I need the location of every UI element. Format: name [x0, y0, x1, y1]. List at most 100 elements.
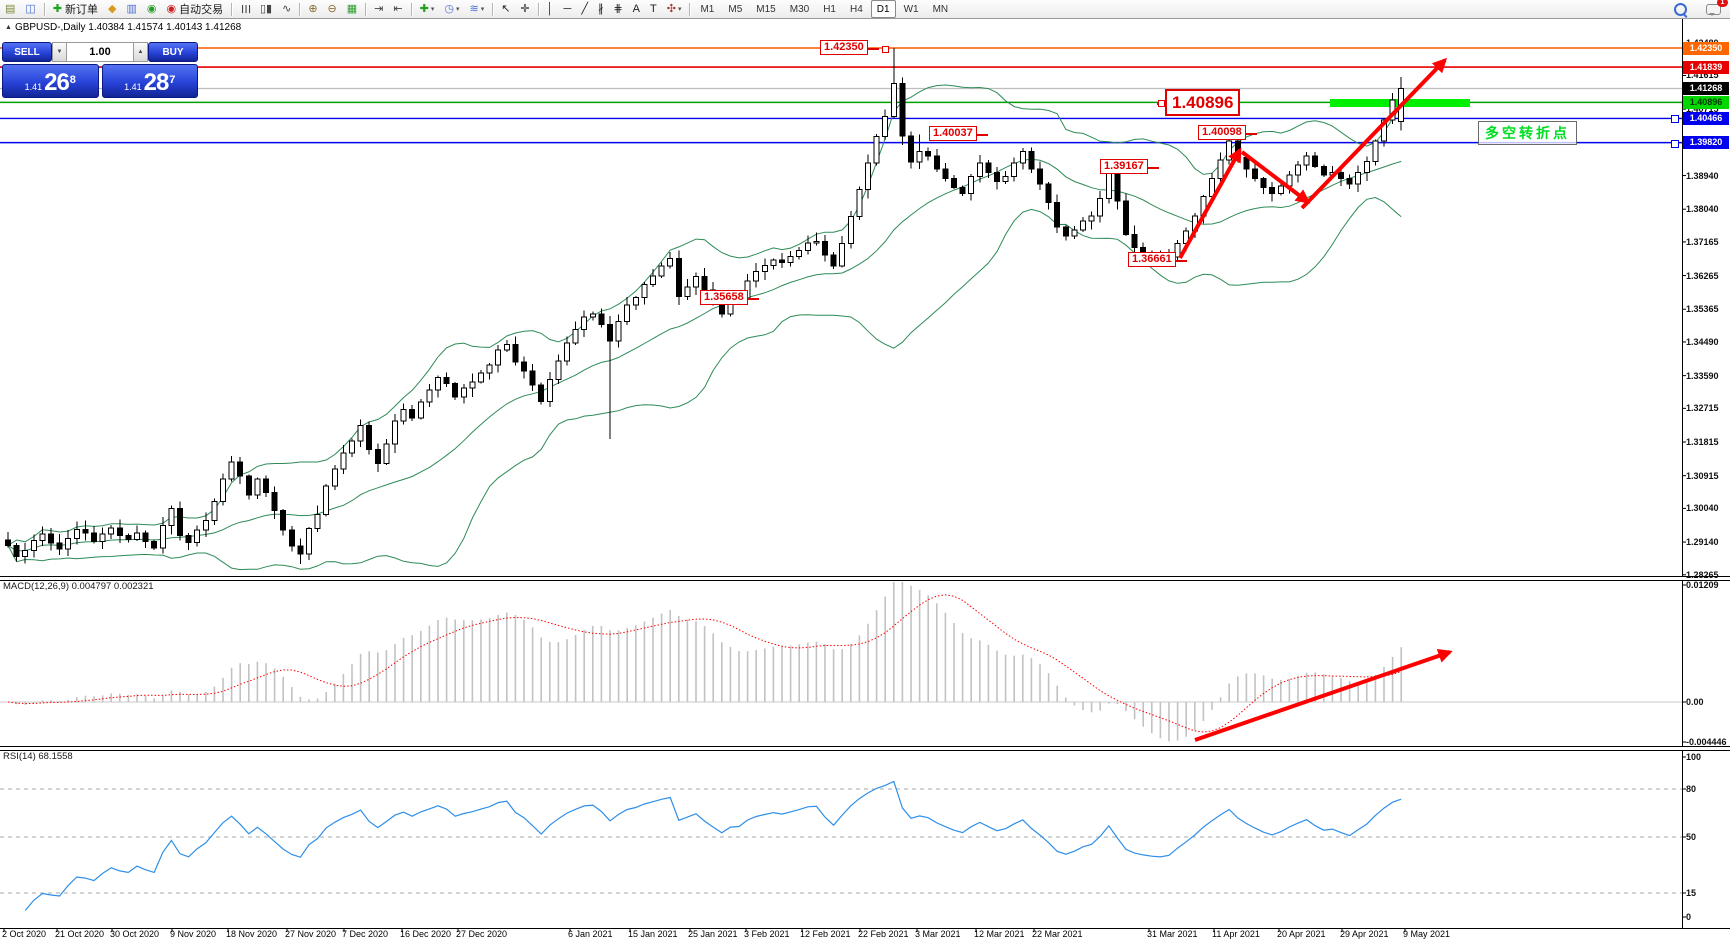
trend-arrow-2[interactable]: [1240, 150, 1311, 204]
sell-price-display[interactable]: 1.41 26 8: [2, 64, 99, 98]
timeframe-button-h4[interactable]: H4: [849, 3, 863, 15]
broadcast-icon[interactable]: ◉: [143, 0, 161, 18]
indicators-menu-button[interactable]: ✚ ▾: [416, 0, 439, 18]
timeframe-button-m5[interactable]: M5: [728, 3, 743, 15]
trendline-icon[interactable]: ╱: [577, 0, 592, 18]
time-axis-label: 9 Nov 2020: [170, 929, 217, 939]
time-axis[interactable]: 2 Oct 2020 21 Oct 2020 30 Oct 2020 9 Nov 20…: [0, 929, 1730, 939]
auto-trading-button[interactable]: ◉ 自动交易: [163, 0, 228, 18]
object-anchor[interactable]: [1158, 100, 1165, 107]
trend-arrow-4[interactable]: [1194, 648, 1453, 742]
eraser-icon[interactable]: ◆: [104, 0, 120, 18]
periods-menu-button: ◷: [444, 3, 454, 15]
timeframe-button-m1[interactable]: M1: [700, 3, 715, 15]
line-handle[interactable]: [1671, 115, 1679, 124]
periods-menu-button[interactable]: ◷ ▾: [440, 0, 463, 18]
chevron-down-icon: ▾: [455, 6, 460, 13]
time-axis-border: [0, 928, 1730, 929]
timeframe-button-m15[interactable]: M15: [756, 3, 776, 15]
vertical-line-icon[interactable]: │: [543, 0, 558, 18]
volume-decrease-button[interactable]: ▼: [52, 42, 67, 62]
volume-increase-button[interactable]: ▲: [133, 42, 148, 62]
price-callout-1.36661[interactable]: 1.36661: [1128, 252, 1187, 267]
price-callout-1.42350[interactable]: 1.42350: [820, 40, 879, 55]
crosshair-icon: ✛: [520, 3, 530, 15]
chevron-down-icon: ▾: [430, 6, 435, 13]
price-callout-1.40896[interactable]: 1.40896: [1157, 89, 1241, 116]
text-label-icon[interactable]: T: [646, 0, 661, 18]
price-tick: 1.28265: [1686, 569, 1719, 580]
zoom-in-icon[interactable]: ⊕: [304, 0, 321, 18]
equidistant-channel-icon[interactable]: ∦: [594, 0, 608, 18]
price-axis-border: [1682, 18, 1683, 928]
price-badge-1.40466: 1.40466: [1683, 111, 1729, 125]
profiles-icon[interactable]: ◫: [21, 0, 39, 18]
text-icon[interactable]: A: [629, 0, 644, 18]
horizontal-line-icon[interactable]: ─: [560, 0, 576, 18]
time-axis-label: 27 Nov 2020: [285, 929, 337, 939]
callout-connector: [976, 133, 988, 136]
time-axis-label: 22 Mar 2021: [1032, 929, 1083, 939]
bollinger-lower-band: [7, 196, 1402, 571]
fibonacci-icon: ⋕: [613, 3, 623, 15]
timeframe-button-m30[interactable]: M30: [789, 3, 810, 15]
toolbar-separator: [410, 2, 412, 16]
time-axis-label: 21 Oct 2020: [55, 929, 105, 939]
collapse-icon[interactable]: ▲: [5, 24, 12, 31]
rsi-axis-tick: 0: [1686, 912, 1692, 922]
price-callout-1.40098[interactable]: 1.40098: [1198, 125, 1257, 140]
auto-scroll-icon[interactable]: ⇥: [370, 0, 387, 18]
zoom-out-icon[interactable]: ⊖: [324, 0, 341, 18]
notifications-button[interactable]: 1: [1702, 0, 1728, 18]
price-axis[interactable]: 1.424801.416151.407151.398201.389401.380…: [1683, 0, 1730, 928]
trend-arrow-3[interactable]: [1300, 57, 1448, 210]
chevron-down-icon: ▾: [677, 6, 682, 13]
time-axis-label: 20 Apr 2021: [1277, 929, 1326, 939]
timeframe-button-d1[interactable]: D1: [870, 0, 896, 18]
new-order-button[interactable]: ✚ 新订单: [49, 0, 102, 18]
timeframe-button-w1[interactable]: W1: [903, 3, 919, 15]
price-callout-1.39167[interactable]: 1.39167: [1100, 159, 1159, 174]
candlestick-mode-icon[interactable]: ▯▮: [256, 0, 276, 18]
trend-arrow-1[interactable]: [1178, 147, 1242, 259]
time-axis-label: 11 Apr 2021: [1212, 929, 1260, 939]
buy-button[interactable]: BUY: [148, 42, 198, 62]
crosshair-icon[interactable]: ✛: [516, 0, 533, 18]
line-handle[interactable]: [1671, 139, 1679, 148]
toolbar-separator: [231, 2, 233, 16]
line-chart-mode-icon[interactable]: ∿: [278, 0, 295, 18]
sell-button[interactable]: SELL: [2, 42, 52, 62]
bar-chart-mode-icon[interactable]: ☰: [236, 0, 254, 18]
broadcast-icon: ◉: [146, 3, 157, 15]
callout-connector: [867, 47, 879, 50]
price-callout-1.40037[interactable]: 1.40037: [929, 126, 988, 141]
panel-separator-macd[interactable]: [0, 576, 1730, 581]
depth-of-market-icon[interactable]: ▥: [123, 0, 141, 18]
time-axis-label: 27 Dec 2020: [456, 929, 508, 939]
panel-separator-rsi[interactable]: [0, 746, 1730, 751]
indicators-menu-button: ✚: [419, 3, 429, 15]
timeframe-button-mn[interactable]: MN: [932, 3, 949, 15]
tile-windows-icon[interactable]: ▦: [343, 0, 361, 18]
annotation-note[interactable]: 多空转折点: [1478, 121, 1577, 145]
fibonacci-icon[interactable]: ⋕: [609, 0, 626, 18]
chart-shift-icon: ⇤: [393, 3, 403, 15]
object-anchor[interactable]: [882, 46, 889, 53]
time-axis-label: 7 Dec 2020: [342, 929, 389, 939]
chart-shift-icon[interactable]: ⇤: [389, 0, 406, 18]
templates-menu-button[interactable]: ≋ ▾: [465, 0, 488, 18]
price-callout-1.35658[interactable]: 1.35658: [700, 290, 759, 305]
timeframe-button-h1[interactable]: H1: [823, 3, 836, 15]
rsi-line: [24, 780, 1402, 911]
cursor-icon[interactable]: ↖: [497, 0, 514, 18]
candles: [5, 48, 1405, 565]
buy-price-display[interactable]: 1.41 28 7: [101, 64, 198, 98]
search-button[interactable]: [1670, 0, 1691, 18]
arrows-tool-button[interactable]: ✣ ▾: [663, 0, 686, 18]
callout-connector: [1245, 132, 1257, 135]
price-badge-1.40896: 1.40896: [1683, 95, 1729, 109]
volume-input[interactable]: [67, 42, 133, 62]
toolbar-separator: [365, 2, 367, 16]
new-chart-icon[interactable]: ▤: [1, 0, 19, 18]
sell-price-pip: 8: [69, 74, 76, 86]
